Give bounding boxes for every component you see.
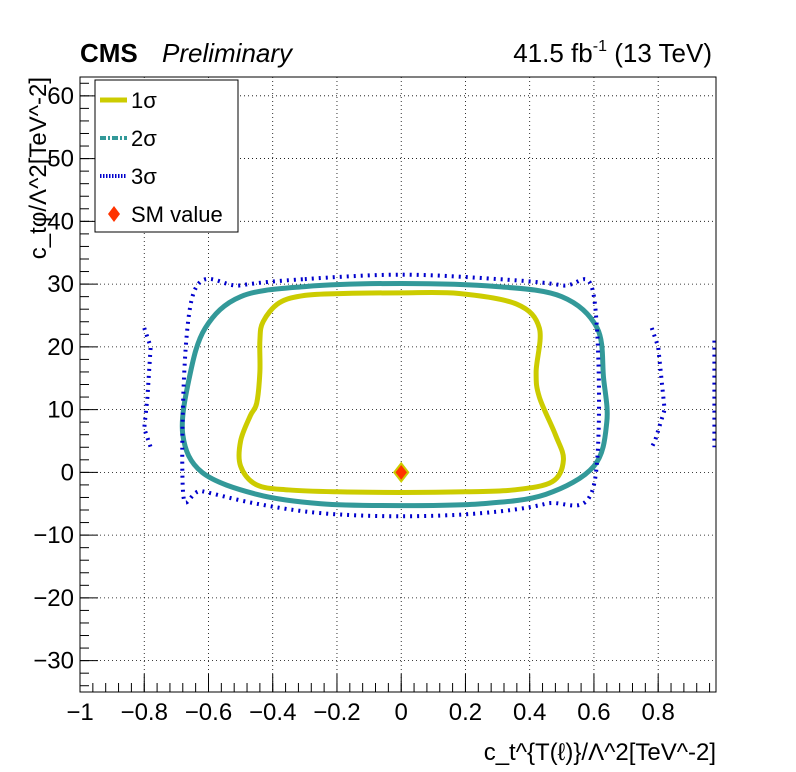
x-tick-label: 0.4 bbox=[513, 699, 546, 726]
legend-label: SM value bbox=[131, 202, 223, 227]
y-axis-label: c_tφ/Λ^2[TeV^-2] bbox=[25, 77, 52, 259]
x-tick-label: 0 bbox=[395, 699, 408, 726]
contour-2σ bbox=[179, 280, 610, 509]
x-tick-label: −1 bbox=[66, 699, 93, 726]
status-label: Preliminary bbox=[162, 38, 293, 68]
y-tick-label: 60 bbox=[47, 83, 74, 110]
y-tick-label: 30 bbox=[47, 271, 74, 298]
tick-labels: −1 −0.8 −0.6 −0.4 −0.2 0 0.2 0.4 0.6 0.8 −30 −20 −10… bbox=[33, 83, 675, 726]
sm-value-point bbox=[392, 461, 410, 483]
x-tick-label: −0.4 bbox=[249, 699, 296, 726]
legend-label: 1σ bbox=[131, 88, 157, 113]
x-tick-label: 0.2 bbox=[449, 699, 482, 726]
contour-3σ-left bbox=[142, 327, 153, 448]
y-tick-label: 0 bbox=[61, 459, 74, 486]
experiment-label: CMS bbox=[80, 38, 138, 68]
contour-lines bbox=[142, 272, 717, 519]
lumi-value: 41.5 fb bbox=[513, 38, 593, 68]
x-tick-label: 0.8 bbox=[641, 699, 674, 726]
y-tick-label: 40 bbox=[47, 208, 74, 235]
y-tick-label: −20 bbox=[33, 585, 74, 612]
luminosity-label: 41.5 fb-1 (13 TeV) bbox=[513, 38, 712, 69]
y-tick-label: 20 bbox=[47, 334, 74, 361]
legend-marker-sm bbox=[108, 206, 120, 222]
y-tick-label: 10 bbox=[47, 397, 74, 424]
legend-label: 3σ bbox=[131, 164, 157, 189]
legend: 1σ 2σ 3σ SM value bbox=[94, 79, 239, 233]
legend-label: 2σ bbox=[131, 126, 157, 151]
sm-marker bbox=[392, 461, 410, 483]
axis-ticks bbox=[79, 82, 711, 692]
x-tick-label: 0.6 bbox=[577, 699, 610, 726]
legend-box bbox=[94, 79, 239, 233]
x-tick-label: −0.2 bbox=[313, 699, 360, 726]
y-tick-label: 50 bbox=[47, 146, 74, 173]
x-tick-label: −0.8 bbox=[121, 699, 168, 726]
contour-3σ bbox=[180, 272, 601, 519]
x-axis-label: c_t^{T(ℓ)}/Λ^2[TeV^-2] bbox=[484, 739, 716, 766]
lumi-exponent: -1 bbox=[592, 38, 607, 55]
energy-label: (13 TeV) bbox=[614, 38, 712, 68]
x-tick-label: −0.6 bbox=[185, 699, 232, 726]
contour-1σ bbox=[236, 289, 566, 495]
y-tick-label: −30 bbox=[33, 648, 74, 675]
y-tick-label: −10 bbox=[33, 522, 74, 549]
